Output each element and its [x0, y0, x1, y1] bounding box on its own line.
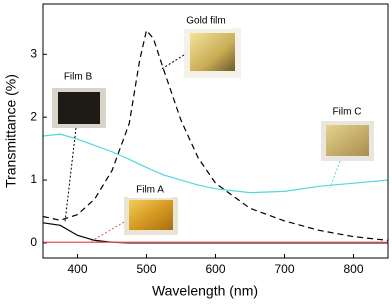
inset-label-bg [128, 182, 172, 198]
x-tick-label: 400 [67, 262, 87, 276]
x-tick-label: 700 [274, 262, 294, 276]
y-tick-label: 2 [30, 109, 37, 123]
inset-film-c: Film C [321, 107, 374, 189]
series-line [42, 133, 389, 194]
plot-frame [42, 3, 389, 259]
inset-photo [326, 125, 369, 156]
leader-line [329, 160, 341, 189]
y-tick-label: 3 [30, 46, 37, 60]
leader-line [89, 221, 125, 243]
y-tick-label: 0 [30, 235, 37, 249]
inset-label: Film B [64, 72, 93, 83]
series-line [42, 29, 389, 241]
leader-line [64, 127, 77, 223]
inset-label: Film C [333, 107, 362, 118]
x-tick-label: 500 [136, 262, 156, 276]
inset-label: Gold film [186, 16, 225, 27]
inset-gold: Gold film [159, 11, 241, 78]
x-tick-label: 800 [343, 262, 363, 276]
inset-photo [58, 92, 100, 124]
x-tick-label: 600 [205, 262, 225, 276]
y-tick-label: 1 [30, 172, 37, 186]
x-axis-label: Wavelength (nm) [152, 283, 258, 299]
inset-label: Film A [136, 185, 164, 196]
inset-film-a: Film A [89, 182, 178, 243]
series-line [42, 222, 388, 244]
leader-line [159, 54, 185, 71]
inset-film-b: Film B [52, 72, 106, 223]
inset-photo [190, 33, 235, 71]
plot-area: 400 500 600 700 800 0 1 2 3 [30, 3, 389, 276]
y-axis-label: Transmittance (%) [3, 74, 19, 188]
inset-photo [129, 200, 173, 230]
inset-label-bg [181, 11, 233, 29]
